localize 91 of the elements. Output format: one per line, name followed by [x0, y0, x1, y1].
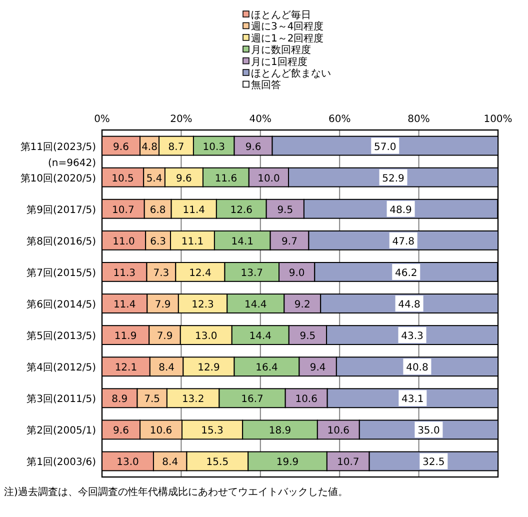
- data-label: 15.5: [206, 457, 229, 468]
- data-label: 12.3: [192, 300, 214, 310]
- data-label: 7.9: [156, 331, 173, 342]
- data-label: 9.6: [113, 142, 129, 153]
- data-label: 5.4: [146, 173, 162, 184]
- data-label: 8.4: [158, 362, 174, 374]
- x-tick-label: 20%: [170, 114, 192, 125]
- data-label: 11.4: [182, 204, 206, 216]
- data-label: 11.0: [112, 236, 135, 248]
- data-label: 15.3: [201, 426, 224, 437]
- data-label: 40.8: [406, 362, 428, 374]
- data-label: 14.4: [244, 300, 267, 310]
- data-label: 9.4: [310, 362, 326, 374]
- data-label: 11.4: [113, 300, 136, 310]
- data-label: 10.5: [112, 173, 134, 184]
- data-label: 8.9: [112, 394, 128, 406]
- y-tick-label: 第7回(2015/5): [26, 266, 96, 279]
- data-label: 46.2: [394, 268, 418, 279]
- data-label: 10.3: [202, 142, 226, 153]
- y-tick-label: 第4回(2012/5): [26, 362, 96, 374]
- x-tick-label: 80%: [408, 114, 430, 125]
- data-label: 11.9: [114, 331, 137, 342]
- data-label: 7.3: [153, 268, 170, 279]
- data-label: 12.1: [114, 362, 138, 374]
- legend-label: 月に数回程度: [251, 44, 311, 56]
- data-label: 7.5: [144, 394, 160, 406]
- legend-label: 月に1回程度: [251, 56, 308, 68]
- data-label: 57.0: [374, 142, 396, 153]
- data-label: 12.4: [189, 268, 212, 279]
- data-label: 10.7: [112, 204, 134, 216]
- data-label: 12.9: [198, 362, 220, 374]
- legend-label: 週に3～4回程度: [251, 20, 324, 33]
- data-label: 11.6: [214, 173, 238, 184]
- data-label: 9.2: [294, 300, 310, 310]
- data-label: 43.3: [401, 331, 424, 342]
- x-tick-label: 40%: [249, 114, 272, 125]
- data-label: 9.6: [245, 142, 262, 153]
- data-label: 9.6: [113, 426, 129, 437]
- data-label: 10.0: [258, 173, 280, 184]
- data-label: 10.7: [336, 457, 360, 468]
- data-label: 32.5: [422, 457, 445, 468]
- data-label: 19.9: [276, 457, 299, 468]
- data-label: 16.7: [241, 394, 264, 406]
- data-label: 8.4: [162, 457, 178, 468]
- data-label: 44.8: [398, 300, 420, 310]
- y-tick-label: 第8回(2016/5): [26, 235, 96, 248]
- data-label: 10.6: [327, 426, 350, 437]
- x-tick-label: 60%: [328, 114, 351, 125]
- data-label: 8.7: [168, 142, 184, 153]
- legend-label: ほとんど飲まない: [251, 68, 331, 80]
- y-tick-label: 第6回(2014/5): [26, 298, 96, 310]
- data-label: 11.1: [181, 236, 204, 248]
- data-label: 13.0: [195, 331, 218, 342]
- data-label: 13.0: [116, 457, 139, 468]
- x-tick-label: 100%: [484, 114, 512, 125]
- data-label: 11.3: [113, 268, 136, 279]
- y-tick-label: 第9回(2017/5): [26, 204, 96, 216]
- data-label: 9.0: [288, 268, 305, 279]
- y-tick-label: 第2回(2005/1): [26, 424, 96, 437]
- data-label: 6.8: [150, 204, 166, 216]
- data-label: 14.1: [231, 236, 254, 248]
- data-label: 14.4: [249, 331, 272, 342]
- data-label: 13.7: [240, 268, 264, 279]
- y-tick-label: 第5回(2013/5): [26, 330, 96, 342]
- data-label: 13.2: [182, 394, 204, 406]
- data-label: 9.5: [277, 204, 294, 216]
- data-label: 10.6: [295, 394, 318, 406]
- data-label: 6.3: [150, 236, 166, 248]
- data-label: 52.9: [382, 173, 404, 184]
- x-tick-label: 0%: [94, 114, 110, 125]
- data-label: 48.9: [390, 204, 412, 216]
- y-tick-label: 第11回(2023/5) (n=9642): [20, 140, 96, 169]
- data-label: 18.9: [268, 426, 292, 437]
- y-tick-label: 第1回(2003/6): [26, 456, 96, 468]
- legend-label: 無回答: [251, 79, 281, 92]
- data-label: 35.0: [418, 426, 440, 437]
- data-label: 47.8: [392, 236, 414, 248]
- y-tick-label: 第10回(2020/5): [20, 172, 96, 184]
- text: 注)過去調査は、今回調査の性年代構成比にあわせてウエイトバックした値。: [4, 486, 348, 498]
- data-label: 9.6: [176, 173, 192, 184]
- data-label: 4.8: [142, 142, 158, 153]
- legend-label: ほとんど毎日: [251, 9, 311, 21]
- data-label: 43.1: [402, 394, 424, 406]
- data-label: 16.4: [256, 362, 278, 374]
- data-label: 9.5: [300, 331, 316, 342]
- legend-label: 週に1～2回程度: [251, 32, 324, 44]
- data-label: 9.7: [282, 236, 298, 248]
- y-tick-label: 第3回(2011/5): [26, 393, 96, 406]
- data-label: 7.9: [154, 300, 171, 310]
- data-label: 10.6: [150, 426, 172, 437]
- data-label: 12.6: [230, 204, 253, 216]
